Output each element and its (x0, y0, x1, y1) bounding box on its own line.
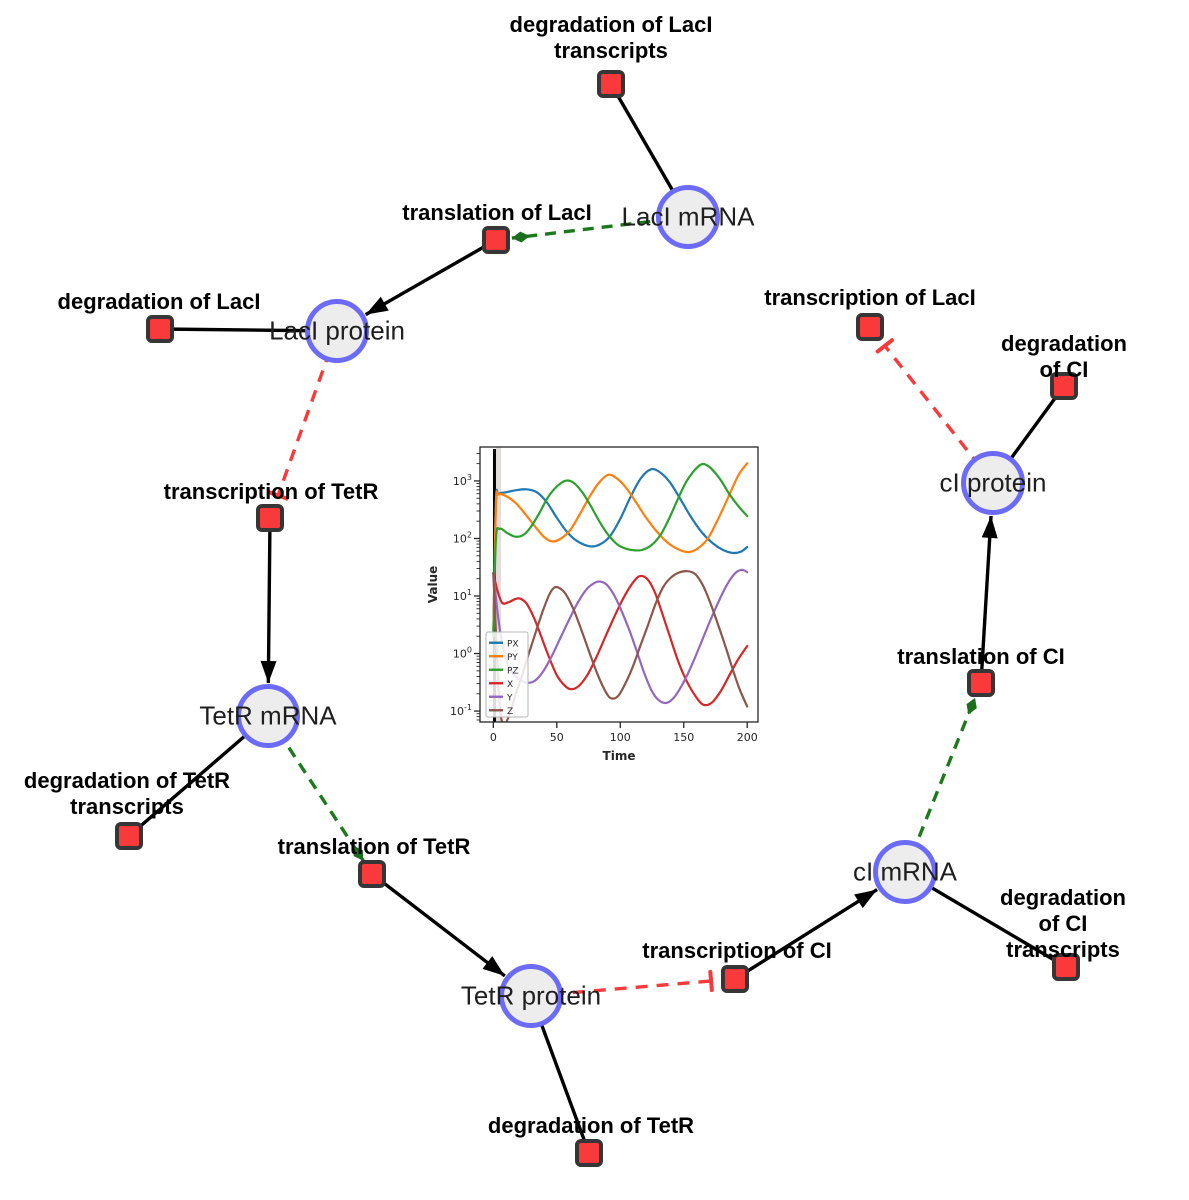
x-axis-label: Time (603, 749, 636, 763)
legend-entry-label: PZ (507, 666, 519, 676)
edge-transl-ci-to-ci-protein (979, 515, 998, 684)
y-tick-label: 103 (453, 473, 472, 488)
species-node-tetr-protein[interactable] (499, 964, 563, 1028)
edge-ci-mrna-to-transl-ci (903, 697, 977, 873)
reaction-node-tc-ci[interactable] (721, 965, 749, 993)
series-PY (492, 462, 749, 638)
edge-transl-laci-to-laci-protein (364, 238, 497, 317)
reaction-node-transl-ci[interactable] (967, 669, 995, 697)
legend-entry-label: Y (506, 693, 513, 703)
plot-spines (479, 446, 759, 723)
x-tick-label: 150 (673, 731, 694, 744)
reaction-node-deg-laci[interactable] (146, 315, 174, 343)
species-node-tetr-mrna[interactable] (236, 684, 300, 748)
edge-tc-ci-to-ci-mrna (734, 888, 878, 981)
reaction-node-deg-tetr[interactable] (575, 1139, 603, 1167)
species-node-laci-protein[interactable] (305, 299, 369, 363)
species-node-ci-mrna[interactable] (873, 840, 937, 904)
y-tick-label: 100 (453, 646, 472, 661)
reaction-node-deg-tetr-tx[interactable] (115, 822, 143, 850)
series-X (492, 572, 749, 707)
y-axis-label: Value (426, 566, 440, 604)
series-Y (492, 568, 749, 705)
series-PX (492, 467, 749, 638)
y-tick-label: 101 (453, 588, 472, 603)
species-node-ci-protein[interactable] (961, 451, 1025, 515)
edge-tc-tetr-to-tetr-mrna (260, 517, 277, 684)
x-tick-label: 100 (610, 731, 631, 744)
reaction-node-tc-laci[interactable] (856, 313, 884, 341)
x-tick-label: 0 (490, 731, 497, 744)
reaction-node-deg-ci-tx[interactable] (1052, 953, 1080, 981)
edge-transl-tetr-to-tetr-protein (370, 872, 506, 978)
legend-entry-label: PX (507, 639, 519, 649)
x-tick-label: 50 (550, 731, 564, 744)
x-tick-label: 200 (737, 731, 758, 744)
legend-entry-label: X (507, 680, 513, 690)
series-Z (492, 570, 749, 722)
initial-transient-band (495, 447, 501, 722)
species-node-laci-mrna[interactable] (656, 185, 720, 249)
reaction-node-deg-ci[interactable] (1050, 372, 1078, 400)
legend-entry-label: Z (507, 707, 513, 717)
reaction-node-transl-laci[interactable] (482, 226, 510, 254)
reaction-node-deg-laci-tx[interactable] (597, 70, 625, 98)
y-tick-label: 102 (453, 530, 472, 545)
reaction-node-transl-tetr[interactable] (358, 860, 386, 888)
series-PZ (492, 462, 749, 638)
legend-entry-label: PY (507, 653, 518, 663)
reaction-node-tc-tetr[interactable] (256, 504, 284, 532)
y-tick-label: 10-1 (450, 703, 472, 718)
